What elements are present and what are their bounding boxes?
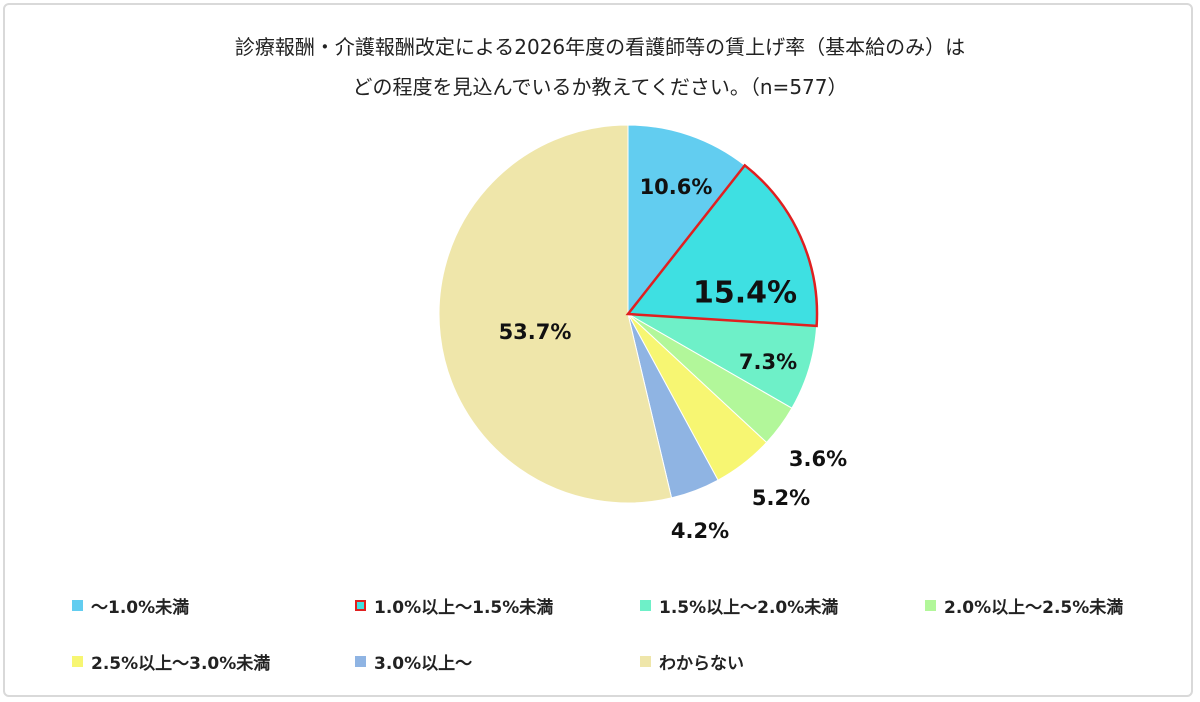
data-label-2: 15.4% (693, 276, 797, 311)
legend-label: 1.0%以上～1.5%未満 (374, 598, 554, 618)
legend-swatch (72, 656, 83, 667)
legend-item-4: 2.0%以上～2.5%未満 (925, 593, 1123, 618)
legend-swatch (925, 600, 936, 611)
legend-label: 1.5%以上～2.0%未満 (659, 598, 839, 618)
chart-title-line-2: どの程度を見込んでいるか教えてください。（n=577） (352, 75, 848, 99)
legend-label: 2.0%以上～2.5%未満 (944, 598, 1124, 618)
legend-item-2: 1.0%以上～1.5%未満 (355, 593, 553, 618)
data-label-3: 7.3% (739, 350, 797, 374)
pie-slice-highlight-border (625, 163, 819, 328)
legend-label: わからない (659, 654, 744, 674)
legend-swatch (355, 600, 366, 611)
legend-item-1: ～1.0%未満 (72, 593, 189, 618)
data-label-5: 5.2% (752, 486, 810, 510)
legend-swatch (640, 600, 651, 611)
legend-swatch (72, 600, 83, 611)
data-label-1: 10.6% (640, 175, 713, 199)
pie-slice-7 (438, 124, 673, 504)
pie-slice-1 (627, 124, 746, 316)
legend-swatch (640, 656, 651, 667)
legend-item-6: 3.0%以上～ (355, 649, 472, 674)
legend-item-5: 2.5%以上～3.0%未満 (72, 649, 270, 674)
data-label-6: 4.2% (671, 519, 729, 543)
data-label-7: 53.7% (499, 320, 572, 344)
legend-label: ～1.0%未満 (91, 598, 190, 618)
legend-item-7: わからない (640, 649, 744, 674)
data-label-4: 3.6% (789, 447, 847, 471)
legend-label: 3.0%以上～ (374, 654, 473, 674)
legend-swatch (355, 656, 366, 667)
legend-label: 2.5%以上～3.0%未満 (91, 654, 271, 674)
chart-title-line-1: 診療報酬・介護報酬改定による2026年度の看護師等の賃上げ率（基本給のみ）は (234, 35, 966, 59)
legend-item-3: 1.5%以上～2.0%未満 (640, 593, 838, 618)
